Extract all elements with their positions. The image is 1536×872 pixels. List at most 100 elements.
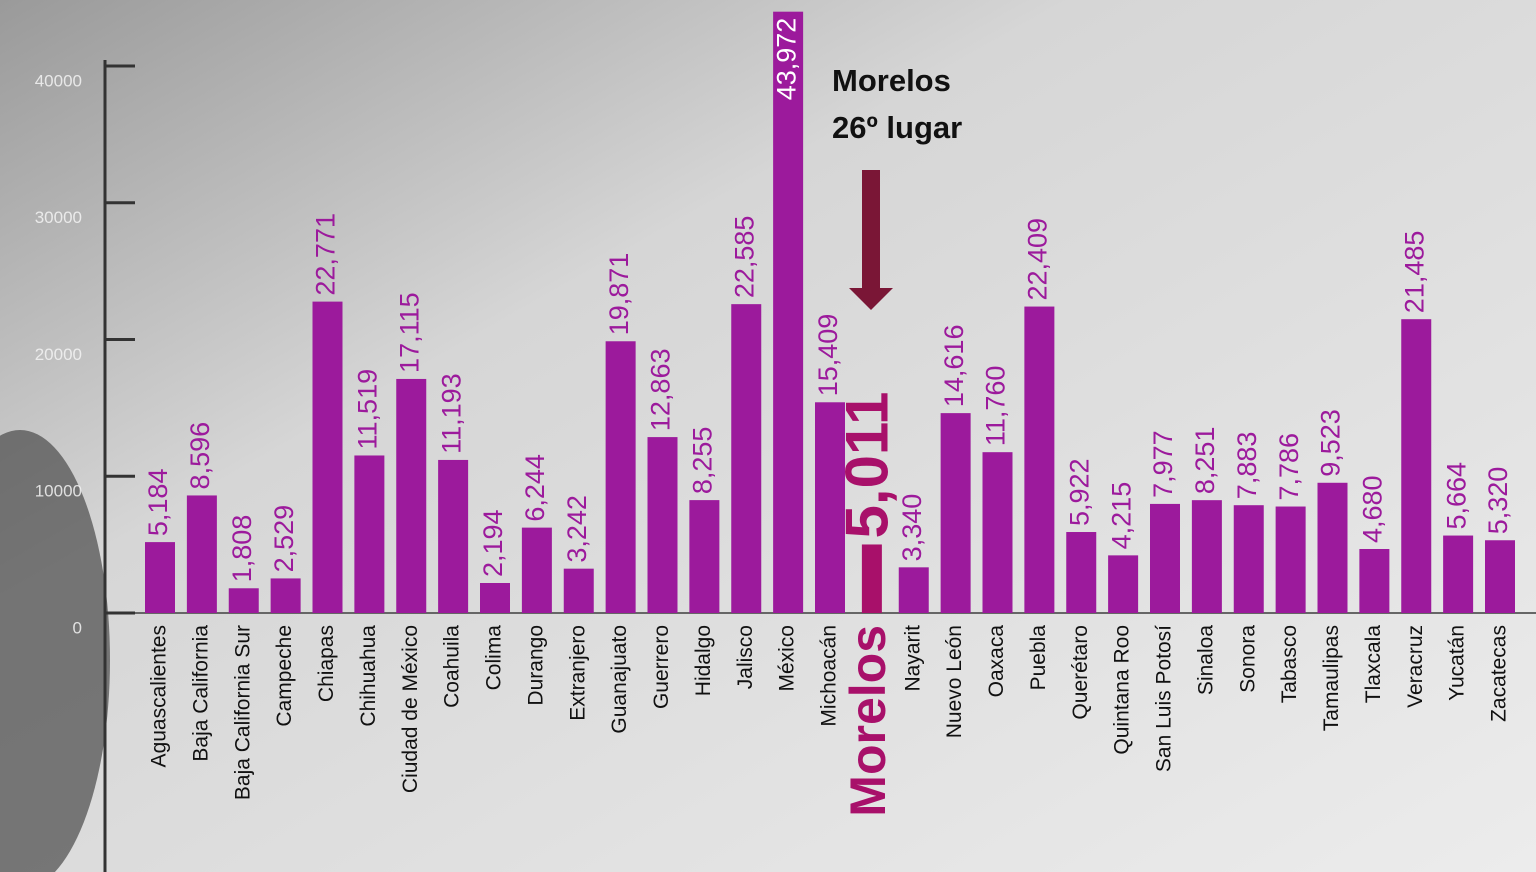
annotation-arrow-head xyxy=(849,288,893,310)
x-tick-label: Tabasco xyxy=(1278,625,1301,703)
value-label: 5,011 xyxy=(834,392,901,539)
value-label: 8,596 xyxy=(185,422,215,490)
x-tick-label: San Luis Potosí xyxy=(1153,625,1176,772)
bar xyxy=(731,304,762,613)
annotation-arrow xyxy=(862,170,880,288)
bar xyxy=(145,542,175,613)
value-label: 8,255 xyxy=(688,427,718,495)
x-tick-label: Coahuila xyxy=(441,625,464,708)
value-label: 7,883 xyxy=(1232,432,1262,500)
x-tick-label: Guanajuato xyxy=(608,625,631,734)
bar xyxy=(898,567,929,613)
value-label: 22,409 xyxy=(1023,218,1053,301)
value-label: 43,972 xyxy=(771,18,801,101)
x-tick-label: Durango xyxy=(524,625,547,706)
value-label: 5,184 xyxy=(143,469,173,537)
bar xyxy=(480,582,510,613)
bar xyxy=(940,413,971,613)
value-label: 22,585 xyxy=(729,216,759,299)
value-label: 21,485 xyxy=(1399,231,1429,314)
x-tick-label: Colima xyxy=(483,625,506,691)
annotation: Morelos xyxy=(832,63,951,98)
x-tick-label: Campeche xyxy=(273,625,296,727)
value-label: 1,808 xyxy=(227,515,257,583)
x-tick-label: Jalisco xyxy=(734,625,757,689)
value-label: 2,194 xyxy=(478,509,508,577)
x-tick-label: Nayarit xyxy=(901,625,924,692)
x-tick-label: Guerrero xyxy=(650,625,673,709)
value-label: 11,519 xyxy=(353,369,383,450)
bar xyxy=(861,544,882,613)
value-label: 14,616 xyxy=(939,325,969,408)
bar xyxy=(1275,506,1306,613)
bar xyxy=(563,568,594,613)
y-tick-label: 20000 xyxy=(35,345,82,364)
x-tick-label: Tlaxcala xyxy=(1362,625,1385,704)
x-tick-label: Ciudad de México xyxy=(399,625,422,793)
x-tick-label: Oaxaca xyxy=(985,625,1008,698)
value-label: 15,409 xyxy=(813,314,843,397)
x-tick-label: Michoacán xyxy=(818,625,841,727)
x-tick-label: Morelos xyxy=(840,625,896,817)
x-tick-label: Aguascalientes xyxy=(148,625,171,767)
value-label: 3,242 xyxy=(562,495,592,563)
value-label: 17,115 xyxy=(394,292,424,373)
value-label: 2,529 xyxy=(269,505,299,573)
x-tick-label: Baja California Sur xyxy=(231,625,254,800)
bar xyxy=(1233,505,1264,613)
value-label: 6,244 xyxy=(520,454,550,522)
bar xyxy=(1108,555,1139,613)
x-tick-label: Chiapas xyxy=(315,625,338,702)
y-tick-label: 10000 xyxy=(35,482,82,501)
bar xyxy=(1024,306,1055,613)
x-tick-label: Extranjero xyxy=(566,625,589,721)
value-label: 19,871 xyxy=(604,253,634,336)
bar xyxy=(228,588,259,613)
value-label: 11,760 xyxy=(981,366,1011,447)
bar xyxy=(186,495,217,613)
x-tick-label: Hidalgo xyxy=(692,625,715,696)
x-tick-label: Sinaloa xyxy=(1194,625,1217,695)
x-tick-label: Veracruz xyxy=(1404,625,1427,708)
value-label: 8,251 xyxy=(1190,427,1220,495)
bar xyxy=(1443,535,1474,613)
y-tick-label: 40000 xyxy=(35,71,82,90)
y-tick-label: 0 xyxy=(73,618,82,637)
bar xyxy=(605,341,636,613)
value-label: 3,340 xyxy=(897,494,927,562)
bar xyxy=(438,459,469,613)
x-tick-label: Baja California xyxy=(189,625,212,762)
value-label: 7,786 xyxy=(1274,433,1304,501)
bar xyxy=(354,455,385,613)
bar xyxy=(521,527,552,613)
bar xyxy=(1317,482,1348,613)
value-label: 12,863 xyxy=(646,349,676,432)
bar xyxy=(982,452,1013,613)
background-figure xyxy=(0,430,110,872)
value-label: 9,523 xyxy=(1316,409,1346,477)
bar xyxy=(396,378,427,613)
value-label: 5,320 xyxy=(1483,467,1513,535)
x-tick-label: Sonora xyxy=(1236,625,1259,693)
value-label: 22,771 xyxy=(311,213,341,296)
bar xyxy=(312,301,343,613)
value-label: 7,977 xyxy=(1148,430,1178,498)
x-tick-label: Nuevo León xyxy=(943,625,966,738)
x-tick-label: Puebla xyxy=(1027,625,1050,691)
annotation: 26º lugar xyxy=(832,110,962,145)
x-tick-label: México xyxy=(776,625,799,692)
value-label: 5,664 xyxy=(1441,462,1471,530)
bar xyxy=(815,402,845,613)
bar xyxy=(270,578,301,613)
bar xyxy=(1401,319,1432,613)
value-label: 4,680 xyxy=(1358,475,1388,543)
bar xyxy=(1485,540,1515,613)
bar xyxy=(689,500,720,613)
bar xyxy=(647,437,678,613)
x-tick-label: Yucatán xyxy=(1446,625,1469,701)
value-label: 5,922 xyxy=(1064,458,1094,526)
x-tick-label: Quintana Roo xyxy=(1111,625,1134,755)
